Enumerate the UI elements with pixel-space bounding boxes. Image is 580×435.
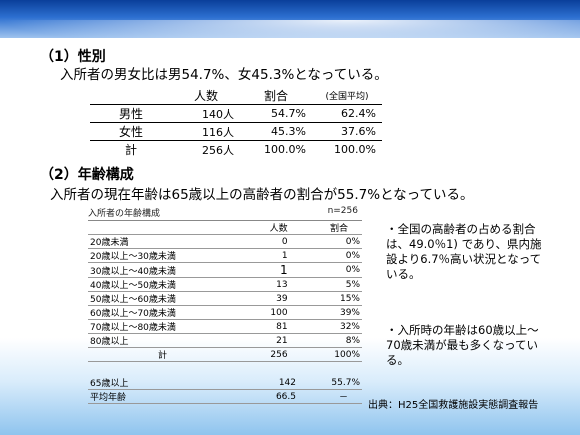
age-table-header: 入所者の年齢構成 n=256 [88, 206, 362, 221]
age-count: 81 [209, 319, 290, 334]
age-table-title: 入所者の年齢構成 [88, 209, 161, 219]
age-count: 1 [209, 248, 290, 263]
gender-national: 37.6% [312, 122, 382, 141]
age-summary-count: 142 [212, 376, 298, 390]
table-row: 70歳以上～80歳未満 81 32% [88, 319, 362, 334]
age-label: 計 [88, 347, 210, 362]
age-col-count: 人数 [209, 221, 290, 235]
age-ratio: 100% [289, 347, 362, 362]
note-national-ratio: ・全国の高齢者の占める割合は、49.0％1) であり、県内施設より6.7％高い状… [386, 222, 542, 281]
table-row: 65歳以上 142 55.7% [88, 376, 362, 390]
age-label: 20歳未満 [88, 234, 210, 249]
gender-label: 男性 [118, 107, 143, 121]
table-row: 男性 140人 54.7% 62.4% [90, 105, 382, 123]
age-summary-ratio: 55.7% [298, 376, 362, 390]
age-count: 100 [209, 305, 290, 320]
table-row: 30歳以上～40歳未満 1 0% [88, 262, 362, 278]
age-table: 人数 割合 20歳未満 0 0% 20歳以上～30歳未満 1 0% 30歳以上～40歳未… [88, 221, 362, 362]
age-count: 39 [209, 291, 290, 306]
header-swoosh [0, 20, 580, 50]
age-ratio: 0% [289, 262, 362, 278]
gender-national: 62.4% [341, 107, 376, 120]
age-count: 0 [209, 234, 290, 249]
age-label: 50歳以上～60歳未満 [88, 291, 210, 306]
section2-title: （2）年齢構成 [40, 167, 134, 183]
gender-national: 100.0% [312, 140, 382, 158]
source-citation: 出典：H25全国救護施設実態調査報告 [368, 400, 539, 411]
age-count: 1 [209, 262, 290, 278]
age-ratio: 0% [289, 234, 362, 249]
age-ratio: 32% [289, 319, 362, 334]
gender-ratio: 54.7% [271, 107, 306, 120]
gender-count: 116人 [172, 122, 240, 141]
note-entry-age: ・入所時の年齢は60歳以上～70歳未満が最も多くなっている。 [386, 323, 539, 367]
gender-label: 計 [90, 140, 172, 158]
table-row: 80歳以上 21 8% [88, 333, 362, 348]
age-ratio: 8% [289, 333, 362, 348]
age-table-n: n=256 [327, 206, 358, 216]
table-row: 計 256 100% [88, 347, 362, 362]
age-ratio: 0% [289, 248, 362, 263]
table-row: 20歳未満 0 0% [88, 234, 362, 249]
age-label: 70歳以上～80歳未満 [88, 319, 210, 334]
gender-header-national: (全国平均) [312, 87, 382, 105]
gender-label: 女性 [90, 122, 172, 141]
table-row: 計 256人 100.0% 100.0% [90, 140, 382, 158]
table-row: 平均年齢 66.5 － [88, 389, 362, 404]
gender-table: 人数 割合 (全国平均) 男性 140人 54.7% 62.4% 女性 116人… [90, 87, 382, 158]
age-label: 30歳以上～40歳未満 [88, 262, 210, 278]
age-count: 13 [209, 277, 290, 292]
gender-header-ratio: 割合 [240, 87, 312, 105]
age-table-box: 入所者の年齢構成 n=256 人数 割合 20歳未満 0 0% 20歳以上～30歳未… [88, 206, 362, 404]
gender-count: 256人 [172, 140, 240, 158]
table-row: 40歳以上～50歳未満 13 5% [88, 277, 362, 292]
age-summary-table: 65歳以上 142 55.7% 平均年齢 66.5 － [88, 376, 362, 404]
age-summary-count: 66.5 [212, 389, 298, 404]
age-label: 40歳以上～50歳未満 [88, 277, 210, 292]
section2-lead: 入所者の現在年齢は65歳以上の高齢者の割合が55.7%となっている。 [50, 187, 474, 203]
age-summary-label: 65歳以上 [88, 376, 212, 390]
age-label: 80歳以上 [88, 333, 210, 348]
gender-header-count: 人数 [172, 87, 240, 105]
gender-ratio: 45.3% [240, 122, 312, 141]
table-row: 20歳以上～30歳未満 1 0% [88, 248, 362, 263]
age-count: 21 [209, 333, 290, 348]
age-count: 256 [209, 347, 290, 362]
age-col-ratio: 割合 [289, 221, 362, 235]
gender-count: 140人 [202, 107, 234, 121]
age-table-column-header: 人数 割合 [88, 221, 362, 235]
table-row: 女性 116人 45.3% 37.6% [90, 122, 382, 141]
age-ratio: 5% [289, 277, 362, 292]
age-ratio: 39% [289, 305, 362, 320]
section1-lead: 入所者の男女比は男54.7%、女45.3%となっている。 [60, 67, 388, 83]
age-label: 20歳以上～30歳未満 [88, 248, 210, 263]
age-label: 60歳以上～70歳未満 [88, 305, 210, 320]
age-summary-ratio: － [298, 389, 362, 404]
table-row: 50歳以上～60歳未満 39 15% [88, 291, 362, 306]
age-ratio: 15% [289, 291, 362, 306]
gender-ratio: 100.0% [240, 140, 312, 158]
section1-title: （1）性別 [40, 49, 106, 65]
gender-header-blank [90, 87, 172, 105]
age-summary-label: 平均年齢 [88, 389, 212, 404]
table-row: 60歳以上～70歳未満 100 39% [88, 305, 362, 320]
